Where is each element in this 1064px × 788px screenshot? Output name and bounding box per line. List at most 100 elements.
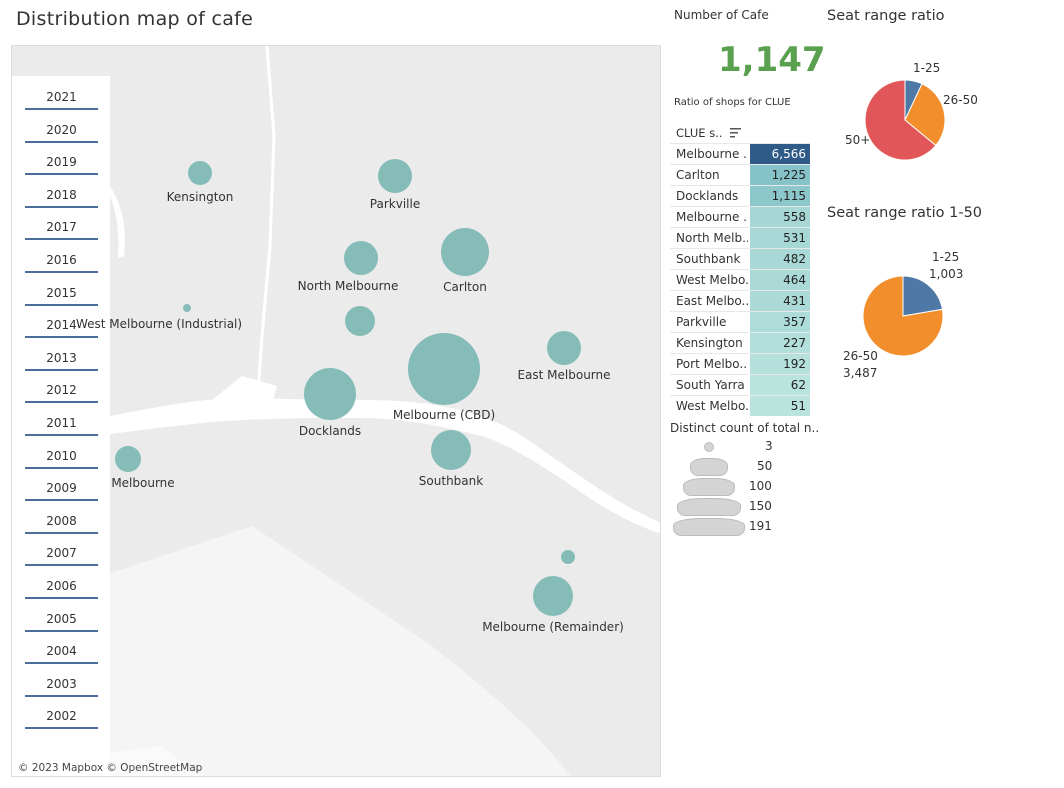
table-cell-value: 227: [750, 333, 810, 353]
table-cell-name: West Melbo..: [676, 273, 748, 287]
table-row[interactable]: Southbank 482: [670, 248, 810, 269]
map-label-west-melbourne-industrial: West Melbourne (Industrial): [75, 317, 243, 331]
table-row[interactable]: West Melbo.. 464: [670, 269, 810, 290]
table-row[interactable]: Melbourne .. 6,566: [670, 143, 810, 164]
map-label-east-melbourne: East Melbourne: [517, 368, 611, 382]
map-label-parkville: Parkville: [369, 197, 421, 211]
table-cell-name: South Yarra: [676, 378, 745, 392]
pie2-label-1-25-value: 1,003: [929, 267, 964, 281]
year-filter-2011[interactable]: 2011: [25, 416, 98, 436]
pie2-chart[interactable]: [853, 266, 953, 366]
map-label-kensington: Kensington: [166, 190, 234, 204]
table-cell-value: 531: [750, 228, 810, 248]
year-filter-2019[interactable]: 2019: [25, 155, 98, 176]
table-row[interactable]: Port Melbo.. 192: [670, 353, 810, 374]
table-cell-name: Melbourne ..: [676, 210, 748, 224]
table-cell-name: Docklands: [676, 189, 739, 203]
table-row[interactable]: South Yarra 62: [670, 374, 810, 395]
year-filter-2018[interactable]: 2018: [25, 188, 98, 208]
map-label-port-melbourne: Melbourne: [111, 476, 175, 490]
table-cell-name: Melbourne ..: [676, 147, 748, 161]
table-cell-name: Kensington: [676, 336, 743, 350]
size-legend-shape: [704, 442, 714, 452]
kpi-label: Number of Cafe: [674, 8, 769, 22]
map-marker-melbourne-cbd[interactable]: [408, 333, 480, 405]
table-cell-name: West Melbo..: [676, 399, 748, 413]
table-cell-value: 431: [750, 291, 810, 311]
size-legend-shape: [683, 478, 735, 496]
year-filter-2013[interactable]: 2013: [25, 351, 98, 371]
table-cell-value: 62: [750, 375, 810, 395]
cafe-map[interactable]: 2021 2020 2019 2018 2017 2016 2015 2014 2013 2012…: [11, 45, 661, 777]
size-legend-shape: [677, 498, 741, 516]
table-header-label: CLUE s..: [676, 126, 723, 140]
map-marker-kensington[interactable]: [188, 161, 212, 185]
pie1-label-26-50: 26-50: [943, 93, 978, 107]
year-filter-2016[interactable]: 2016: [25, 253, 98, 273]
map-marker-southbank[interactable]: [431, 430, 471, 470]
year-filter-2004[interactable]: 2004: [25, 644, 98, 665]
year-filter-2002[interactable]: 2002: [25, 709, 98, 730]
map-marker-east-melbourne[interactable]: [547, 331, 581, 365]
pie2-title: Seat range ratio 1-50: [827, 205, 983, 221]
clue-table: Melbourne .. 6,566 Carlton 1,225 Docklands 1,…: [670, 143, 810, 416]
pie1-slice-26-50[interactable]: [904, 83, 946, 147]
table-row[interactable]: Docklands 1,115: [670, 185, 810, 206]
year-filter-2017[interactable]: 2017: [25, 220, 98, 241]
year-filter-2007[interactable]: 2007: [25, 546, 98, 567]
year-filter-2008[interactable]: 2008: [25, 514, 98, 534]
map-label-carlton: Carlton: [443, 280, 487, 294]
size-legend-label: 191: [749, 519, 772, 533]
map-marker-west-melbourne-residential[interactable]: [345, 306, 375, 336]
year-filter-2020[interactable]: 2020: [25, 123, 98, 143]
table-row[interactable]: East Melbo.. 431: [670, 290, 810, 311]
map-label-docklands: Docklands: [298, 424, 362, 438]
year-filter-2010[interactable]: 2010: [25, 449, 98, 469]
year-filter-2014[interactable]: 2014: [25, 318, 98, 339]
table-cell-name: North Melb..: [676, 231, 748, 245]
map-marker-carlton[interactable]: [441, 228, 489, 276]
map-marker-parkville[interactable]: [378, 159, 412, 193]
size-legend-label: 100: [749, 479, 772, 493]
table-row[interactable]: Melbourne .. 558: [670, 206, 810, 227]
table-row[interactable]: Carlton 1,225: [670, 164, 810, 185]
year-filter-2021[interactable]: 2021: [25, 90, 98, 110]
year-filter-list: 2021 2020 2019 2018 2017 2016 2015 2014 2013 2012…: [12, 76, 110, 776]
size-legend-label: 50: [757, 459, 773, 473]
map-marker-south-yarra[interactable]: [561, 550, 575, 564]
pie2-label-1-25-name: 1-25: [932, 250, 960, 264]
table-row[interactable]: Kensington 227: [670, 332, 810, 353]
map-label-north-melbourne: North Melbourne: [297, 279, 399, 293]
table-cell-value: 357: [750, 312, 810, 332]
map-marker-north-melbourne[interactable]: [344, 241, 378, 275]
year-filter-2006[interactable]: 2006: [25, 579, 98, 599]
size-legend-shape: [673, 518, 745, 536]
table-cell-value: 464: [750, 270, 810, 290]
table-cell-value: 482: [750, 249, 810, 269]
map-marker-melbourne-remainder[interactable]: [533, 576, 573, 616]
pie1-label-50plus: 50+: [845, 133, 871, 147]
map-marker-west-melbourne-industrial[interactable]: [183, 304, 191, 312]
table-header[interactable]: CLUE s..: [676, 126, 742, 140]
map-attribution: © 2023 Mapbox © OpenStreetMap: [18, 762, 203, 774]
pie1-chart[interactable]: [855, 70, 955, 170]
table-row[interactable]: Parkville 357: [670, 311, 810, 332]
year-filter-2012[interactable]: 2012: [25, 383, 98, 404]
table-cell-name: Carlton: [676, 168, 720, 182]
map-marker-docklands[interactable]: [304, 368, 356, 420]
table-row[interactable]: North Melb.. 531: [670, 227, 810, 248]
pie1-slice-50[interactable]: [864, 79, 937, 161]
year-filter-2005[interactable]: 2005: [25, 612, 98, 632]
table-cell-value: 558: [750, 207, 810, 227]
table-row[interactable]: West Melbo.. 51: [670, 395, 810, 416]
sort-icon[interactable]: [730, 128, 742, 138]
size-legend-label: 3: [765, 439, 773, 453]
pie2-slice-1-25[interactable]: [902, 275, 944, 317]
year-filter-2003[interactable]: 2003: [25, 677, 98, 697]
year-filter-2015[interactable]: 2015: [25, 286, 98, 306]
map-marker-port-melbourne[interactable]: [115, 446, 141, 472]
pie2-slice-26-50[interactable]: [862, 275, 944, 357]
year-filter-2009[interactable]: 2009: [25, 481, 98, 502]
size-legend-label: 150: [749, 499, 772, 513]
table-cell-name: Port Melbo..: [676, 357, 748, 371]
